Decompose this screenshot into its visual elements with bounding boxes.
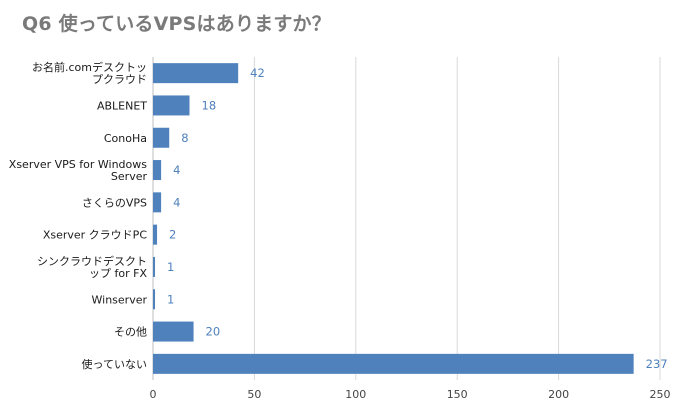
data-label: 2 bbox=[169, 228, 176, 242]
category-label: さくらのVPS bbox=[82, 196, 147, 209]
bar bbox=[153, 353, 634, 374]
category-labels: お名前.comデスクトップクラウド ABLENET ConoHa Xserver VP… bbox=[9, 60, 148, 371]
category-label: シンクラウドデスクトップ for FX bbox=[37, 254, 147, 280]
bar bbox=[153, 63, 239, 84]
category-label: ConoHa bbox=[104, 132, 147, 145]
data-label: 8 bbox=[181, 131, 188, 145]
x-tick-label: 50 bbox=[247, 388, 261, 401]
data-label: 1 bbox=[167, 292, 174, 306]
category-label: Winserver bbox=[92, 293, 148, 306]
category-label: Xserver クラウドPC bbox=[43, 229, 147, 242]
data-label: 18 bbox=[202, 98, 217, 112]
bar bbox=[153, 321, 194, 342]
bars bbox=[153, 63, 634, 374]
x-tick-label: 100 bbox=[345, 388, 366, 401]
bar bbox=[153, 289, 156, 310]
data-label: 237 bbox=[646, 357, 668, 371]
x-tick-label: 0 bbox=[150, 388, 157, 401]
category-label: 使っていない bbox=[82, 358, 147, 371]
data-label: 42 bbox=[250, 66, 265, 80]
bar bbox=[153, 192, 162, 213]
category-label: その他 bbox=[114, 326, 147, 339]
bar bbox=[153, 127, 170, 148]
data-label: 1 bbox=[167, 260, 174, 274]
x-axis-ticks: 0 50 100 150 200 250 bbox=[150, 388, 671, 401]
category-label: お名前.comデスクトップクラウド bbox=[32, 60, 147, 86]
bar bbox=[153, 256, 156, 277]
bar bbox=[153, 160, 162, 181]
gridlines bbox=[152, 57, 661, 380]
x-tick-label: 200 bbox=[548, 388, 569, 401]
bar bbox=[153, 95, 190, 116]
x-tick-label: 150 bbox=[447, 388, 468, 401]
data-label: 20 bbox=[206, 325, 221, 339]
category-label: Xserver VPS for Windows Server bbox=[9, 158, 148, 183]
data-label: 4 bbox=[173, 163, 180, 177]
x-tick-label: 250 bbox=[650, 388, 671, 401]
bar bbox=[153, 224, 158, 245]
category-label: ABLENET bbox=[97, 99, 147, 112]
data-label: 4 bbox=[173, 195, 180, 209]
chart-title: Q6 使っているVPSはありますか？ bbox=[22, 13, 331, 35]
